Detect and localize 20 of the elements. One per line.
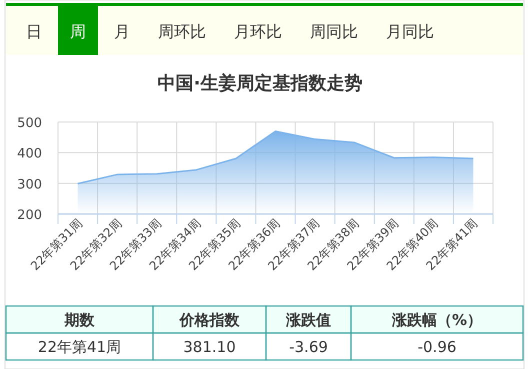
chart-title: 中国·生姜周定基指数走势: [158, 72, 362, 94]
text: 涨跌值: [285, 311, 331, 329]
text: 价格指数: [178, 311, 240, 329]
text: 周环比: [158, 22, 206, 41]
y-tick-label: 500: [17, 116, 42, 131]
text: 月: [114, 22, 130, 41]
text: 381.10: [183, 338, 236, 356]
text: 月环比: [234, 22, 282, 41]
text: 周: [70, 22, 86, 41]
text: 周同比: [310, 22, 358, 41]
y-tick-label: 200: [17, 208, 42, 223]
text: 涨跌幅（%）: [390, 311, 482, 329]
y-tick-label: 300: [17, 177, 42, 192]
text: 月同比: [386, 22, 434, 41]
text: -0.96: [418, 338, 456, 356]
text: -3.69: [289, 338, 328, 356]
text: 期数: [64, 311, 96, 329]
y-tick-label: 400: [17, 146, 42, 162]
text: 22年第41周: [38, 338, 122, 356]
text: 日: [26, 22, 42, 41]
